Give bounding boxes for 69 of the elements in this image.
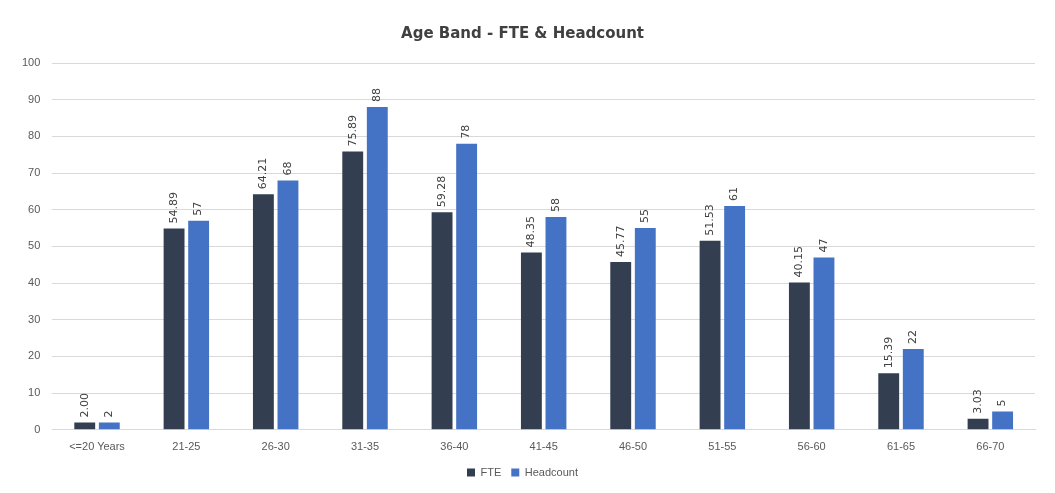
data-label: 3.03 — [970, 389, 984, 414]
x-tick-label: <=20 Years — [69, 440, 126, 453]
bar — [188, 220, 210, 430]
y-tick-label: 70 — [28, 166, 41, 179]
y-tick-label: 100 — [21, 56, 41, 69]
bar — [610, 261, 632, 430]
bar — [788, 282, 810, 430]
bar — [456, 143, 478, 430]
bar — [992, 411, 1014, 430]
data-label: 51.53 — [702, 204, 716, 236]
data-label: 75.89 — [345, 114, 359, 147]
bar — [634, 228, 656, 430]
data-label: 47 — [816, 238, 830, 253]
legend-label: FTE — [480, 465, 502, 478]
data-label: 22 — [906, 330, 920, 345]
x-tick-label: 31-35 — [350, 440, 380, 453]
data-label: 61 — [727, 187, 741, 202]
bar — [545, 217, 567, 430]
data-label: 57 — [191, 201, 205, 216]
data-label: 68 — [280, 161, 294, 176]
chart-title: Age Band - FTE & Headcount — [401, 23, 644, 42]
bar — [878, 373, 900, 430]
data-label: 58 — [548, 198, 562, 213]
data-label: 48.35 — [524, 215, 538, 248]
data-label: 55 — [638, 209, 652, 224]
y-tick-label: 30 — [28, 312, 41, 325]
bar — [520, 252, 542, 430]
data-label: 59.28 — [434, 175, 448, 208]
x-tick-label: 56-60 — [797, 440, 826, 453]
y-tick-label: 40 — [28, 276, 41, 289]
data-label: 40.15 — [792, 246, 806, 278]
y-tick-label: 90 — [28, 92, 41, 105]
data-label: 5 — [995, 399, 1009, 407]
bar — [813, 257, 835, 430]
x-tick-label: 61-65 — [886, 440, 916, 453]
bar — [277, 180, 299, 430]
y-tick-label: 60 — [28, 202, 41, 215]
bar — [699, 240, 721, 430]
x-tick-label: 41-45 — [529, 440, 558, 453]
y-tick-label: 10 — [28, 386, 41, 399]
bar — [366, 107, 388, 430]
data-label: 78 — [459, 124, 473, 139]
data-label: 54.89 — [166, 191, 180, 224]
data-label: 2.00 — [77, 392, 91, 418]
legend-label: Headcount — [524, 465, 578, 478]
x-tick-label: 66-70 — [976, 440, 1005, 453]
bar — [431, 212, 453, 430]
bar — [902, 349, 924, 430]
x-tick-label: 46-50 — [618, 440, 648, 453]
bar — [252, 194, 274, 430]
data-label: 64.21 — [256, 157, 270, 190]
y-tick-label: 50 — [28, 239, 41, 252]
bar — [163, 228, 185, 430]
y-tick-label: 0 — [34, 422, 41, 435]
bar — [98, 422, 120, 430]
data-label: 45.77 — [613, 225, 627, 257]
x-tick-label: 26-30 — [261, 440, 290, 453]
bar — [74, 422, 96, 430]
data-label: 15.39 — [881, 336, 895, 369]
bar — [724, 206, 746, 430]
data-label: 2 — [102, 410, 116, 418]
x-tick-label: 51-55 — [708, 440, 737, 453]
x-tick-label: 21-25 — [172, 440, 201, 453]
x-tick-label: 36-40 — [440, 440, 469, 453]
y-tick-label: 20 — [28, 349, 41, 362]
data-label: 88 — [370, 88, 384, 103]
y-tick-label: 80 — [28, 129, 41, 142]
bar — [967, 418, 989, 430]
bar — [342, 151, 364, 430]
